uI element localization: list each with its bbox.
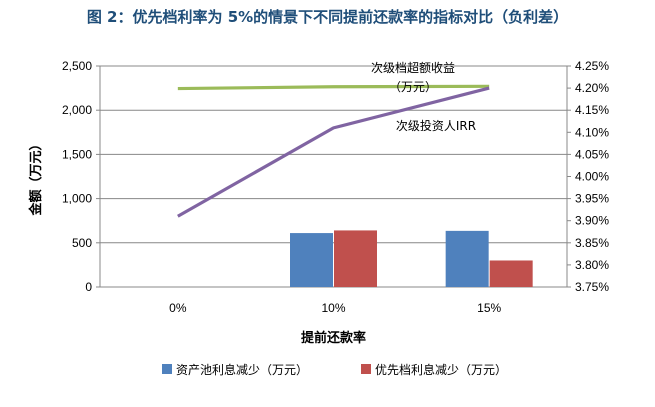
y-axis-title: 金额（万元） xyxy=(28,137,44,216)
x-tick-label: 0% xyxy=(169,301,187,315)
right-tick-label: 3.90% xyxy=(575,214,609,228)
left-tick-label: 2,500 xyxy=(62,59,92,73)
right-tick-label: 4.15% xyxy=(575,103,609,117)
lines xyxy=(177,84,490,218)
legend: 资产池利息减少（万元） 优先档利息减少（万元） xyxy=(162,362,507,377)
left-tick-label: 500 xyxy=(72,236,92,250)
x-axis: 0% 10% 15% xyxy=(169,301,501,315)
line-excess-return xyxy=(177,84,490,91)
left-tick-label: 0 xyxy=(85,280,92,294)
right-tick-label: 4.10% xyxy=(575,125,609,139)
legend-label-asset-pool: 资产池利息减少（万元） xyxy=(176,362,308,377)
right-tick-label: 4.20% xyxy=(575,81,609,95)
left-tick-label: 1,500 xyxy=(62,147,92,161)
right-tick-label: 3.75% xyxy=(575,280,609,294)
left-tick-label: 1,000 xyxy=(62,192,92,206)
legend-swatch-senior xyxy=(361,364,371,374)
bar-asset-pool xyxy=(445,230,489,287)
right-tick-label: 3.85% xyxy=(575,236,609,250)
bar-asset-pool xyxy=(290,233,333,287)
gridlines xyxy=(100,65,567,244)
right-tick-label: 4.00% xyxy=(575,170,609,184)
bar-senior xyxy=(489,260,533,287)
right-tick-label: 4.05% xyxy=(575,147,609,161)
left-axis: 0 500 1,000 1,500 2,000 2,500 xyxy=(62,59,100,294)
legend-label-senior: 优先档利息减少（万元） xyxy=(375,362,507,377)
bar-senior xyxy=(334,230,377,287)
plot-area xyxy=(99,65,568,288)
excess-return-annotation-unit: （万元） xyxy=(389,80,437,94)
x-axis-title: 提前还款率 xyxy=(301,330,366,346)
irr-annotation: 次级投资人IRR xyxy=(396,118,476,133)
x-tick-label: 10% xyxy=(321,301,345,315)
x-tick-label: 15% xyxy=(477,301,501,315)
bars xyxy=(290,230,533,287)
right-axis: 3.75% 3.80% 3.85% 3.90% 3.95% 4.00% 4.05% 4.10%… xyxy=(567,59,609,294)
legend-swatch-asset-pool xyxy=(162,364,172,374)
chart-title: 图 2：优先档利率为 5%的情景下不同提前还款率的指标对比（负利差） xyxy=(86,8,569,26)
right-tick-label: 4.25% xyxy=(575,59,609,73)
left-tick-label: 2,000 xyxy=(62,103,92,117)
right-tick-label: 3.95% xyxy=(575,192,609,206)
right-tick-label: 3.80% xyxy=(575,258,609,272)
excess-return-annotation: 次级档超额收益 xyxy=(371,60,455,75)
line-irr xyxy=(177,86,490,218)
